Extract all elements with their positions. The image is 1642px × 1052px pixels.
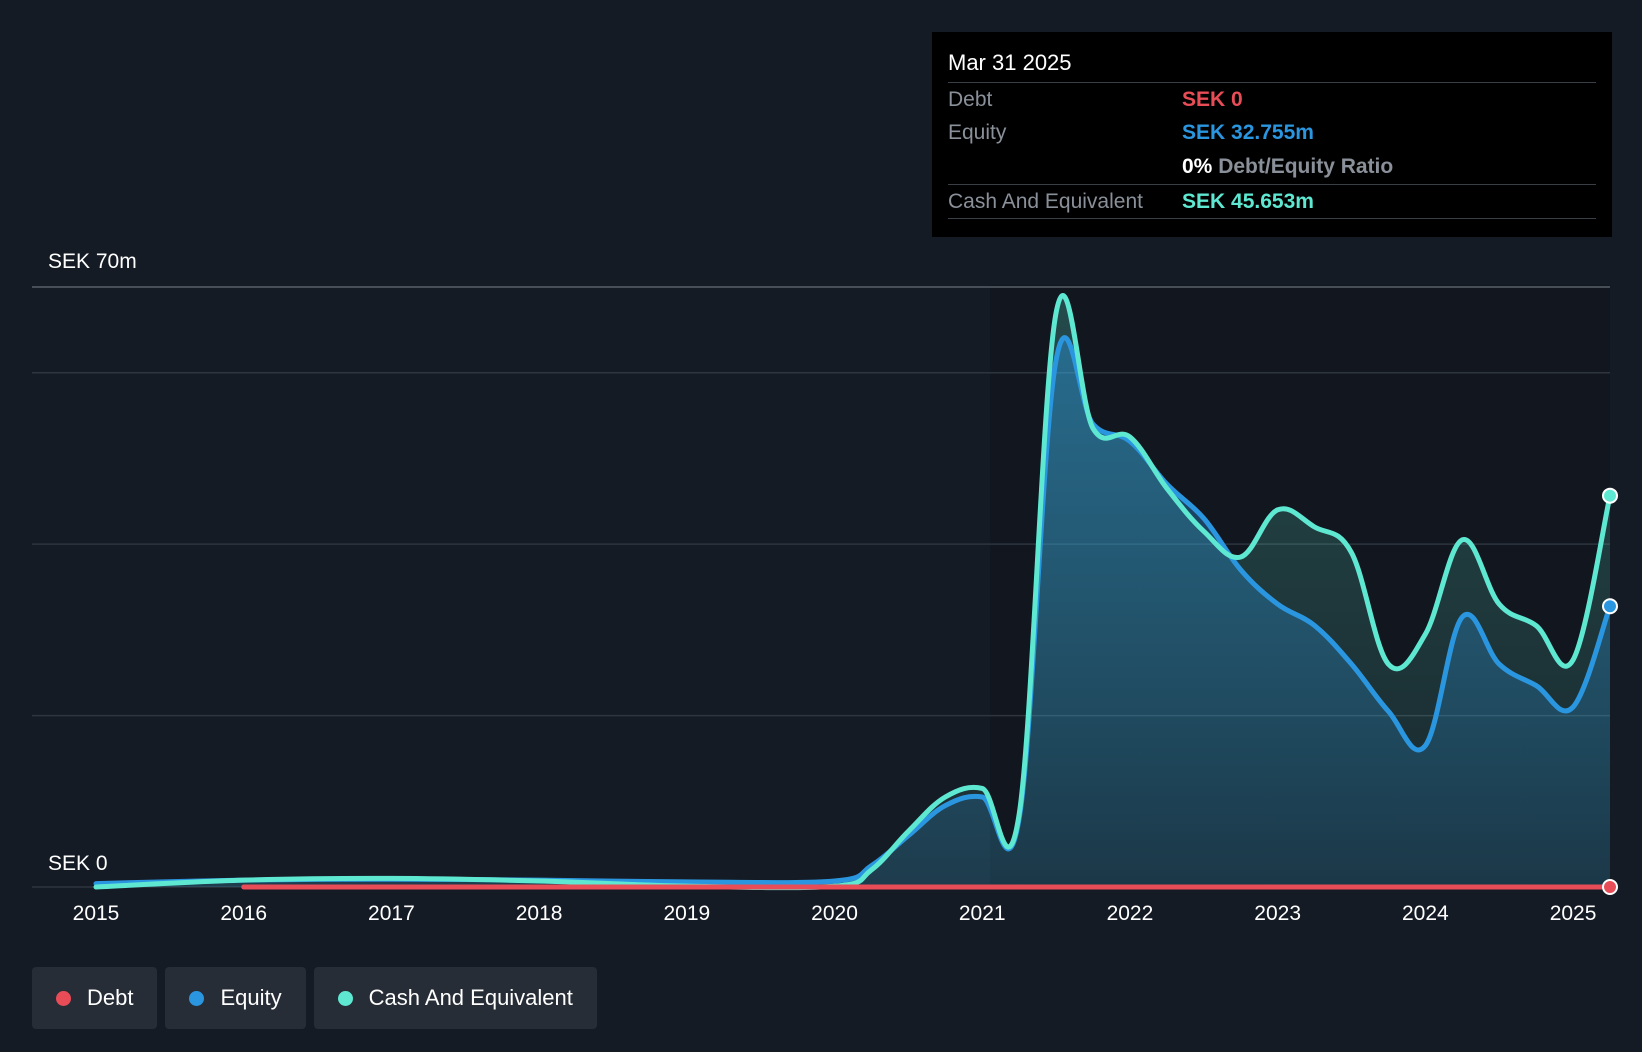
x-tick-label: 2018 xyxy=(516,902,563,925)
tooltip-ratio-row: 0% Debt/Equity Ratio xyxy=(948,150,1596,183)
y-axis-top-label: SEK 70m xyxy=(48,250,137,273)
end-markers xyxy=(1602,487,1618,895)
legend-item-debt[interactable]: Debt xyxy=(32,967,158,1029)
legend-label-debt: Debt xyxy=(87,985,134,1010)
legend-label-cash: Cash And Equivalent xyxy=(368,985,573,1010)
tooltip-ratio-value: 0% xyxy=(1182,155,1213,178)
tooltip-panel: Mar 31 2025 Debt SEK 0 Equity SEK 32.755… xyxy=(932,32,1612,237)
legend-dot-equity xyxy=(189,990,205,1006)
marker-cash xyxy=(1602,487,1618,504)
chart-legend: Debt Equity Cash And Equivalent xyxy=(32,967,597,1029)
legend-dot-cash xyxy=(337,990,353,1006)
marker-debt xyxy=(1602,879,1618,895)
tooltip-debt-value: SEK 0 xyxy=(1182,88,1243,111)
tooltip-cash-label: Cash And Equivalent xyxy=(948,190,1143,213)
x-tick-labels: 2015 2016 2017 2018 2019 2020 2021 2022 2023 2024… xyxy=(73,902,1597,925)
tooltip-ratio-label: Debt/Equity Ratio xyxy=(1218,155,1394,178)
x-tick-label: 2023 xyxy=(1254,902,1301,925)
x-tick-label: 2024 xyxy=(1402,902,1449,925)
legend-item-cash[interactable]: Cash And Equivalent xyxy=(313,967,597,1029)
x-tick-label: 2015 xyxy=(73,902,120,925)
tooltip-ratio: 0% Debt/Equity Ratio xyxy=(1182,155,1393,179)
x-tick-label: 2025 xyxy=(1550,902,1597,925)
legend-dot-debt xyxy=(56,990,71,1006)
tooltip-equity-label: Equity xyxy=(948,121,1007,144)
tooltip-date: Mar 31 2025 xyxy=(948,50,1072,75)
line-equity xyxy=(93,335,1613,887)
legend-item-equity[interactable]: Equity xyxy=(165,967,306,1029)
marker-equity xyxy=(1602,598,1618,615)
x-tick-label: 2020 xyxy=(811,902,858,925)
tooltip-equity-value: SEK 32.755m xyxy=(1182,121,1314,144)
x-tick-label: 2019 xyxy=(663,902,710,925)
series-lines xyxy=(93,293,1613,891)
tooltip-cash-value: SEK 45.653m xyxy=(1182,190,1314,213)
area-equity xyxy=(96,337,1610,887)
legend-label-equity: Equity xyxy=(220,985,282,1010)
tooltip-debt-label: Debt xyxy=(948,88,993,111)
y-axis-bottom-label: SEK 0 xyxy=(48,852,108,875)
series-areas xyxy=(96,295,1610,888)
x-tick-label: 2021 xyxy=(959,902,1006,925)
tooltip-equity-row: Equity SEK 32.755m xyxy=(948,116,1596,149)
x-tick-label: 2022 xyxy=(1107,902,1154,925)
x-tick-label: 2017 xyxy=(368,902,415,925)
tooltip-debt-row: Debt SEK 0 xyxy=(948,82,1596,116)
x-tick-label: 2016 xyxy=(220,902,267,925)
tooltip-cash-row: Cash And Equivalent SEK 45.653m xyxy=(948,184,1596,219)
